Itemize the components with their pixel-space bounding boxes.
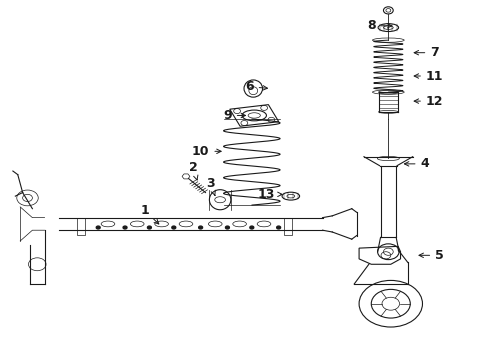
Text: 7: 7 [413,46,438,59]
Bar [284,218,292,234]
Text: 13: 13 [257,188,282,201]
Text: 1: 1 [140,204,159,224]
Text: 6: 6 [244,80,267,93]
Circle shape [276,226,280,229]
Circle shape [96,226,100,229]
Text: 4: 4 [404,157,428,170]
Text: 2: 2 [188,161,198,180]
Circle shape [225,226,229,229]
Circle shape [123,226,127,229]
Bar [77,218,85,234]
Text: 12: 12 [413,95,443,108]
Text: 9: 9 [223,109,245,122]
Text: 10: 10 [191,145,221,158]
Circle shape [198,226,202,229]
Circle shape [249,226,253,229]
Text: 11: 11 [413,69,443,82]
Text: 5: 5 [418,249,443,262]
Circle shape [147,226,151,229]
Circle shape [171,226,175,229]
Text: 8: 8 [366,19,391,32]
Text: 3: 3 [205,177,215,195]
